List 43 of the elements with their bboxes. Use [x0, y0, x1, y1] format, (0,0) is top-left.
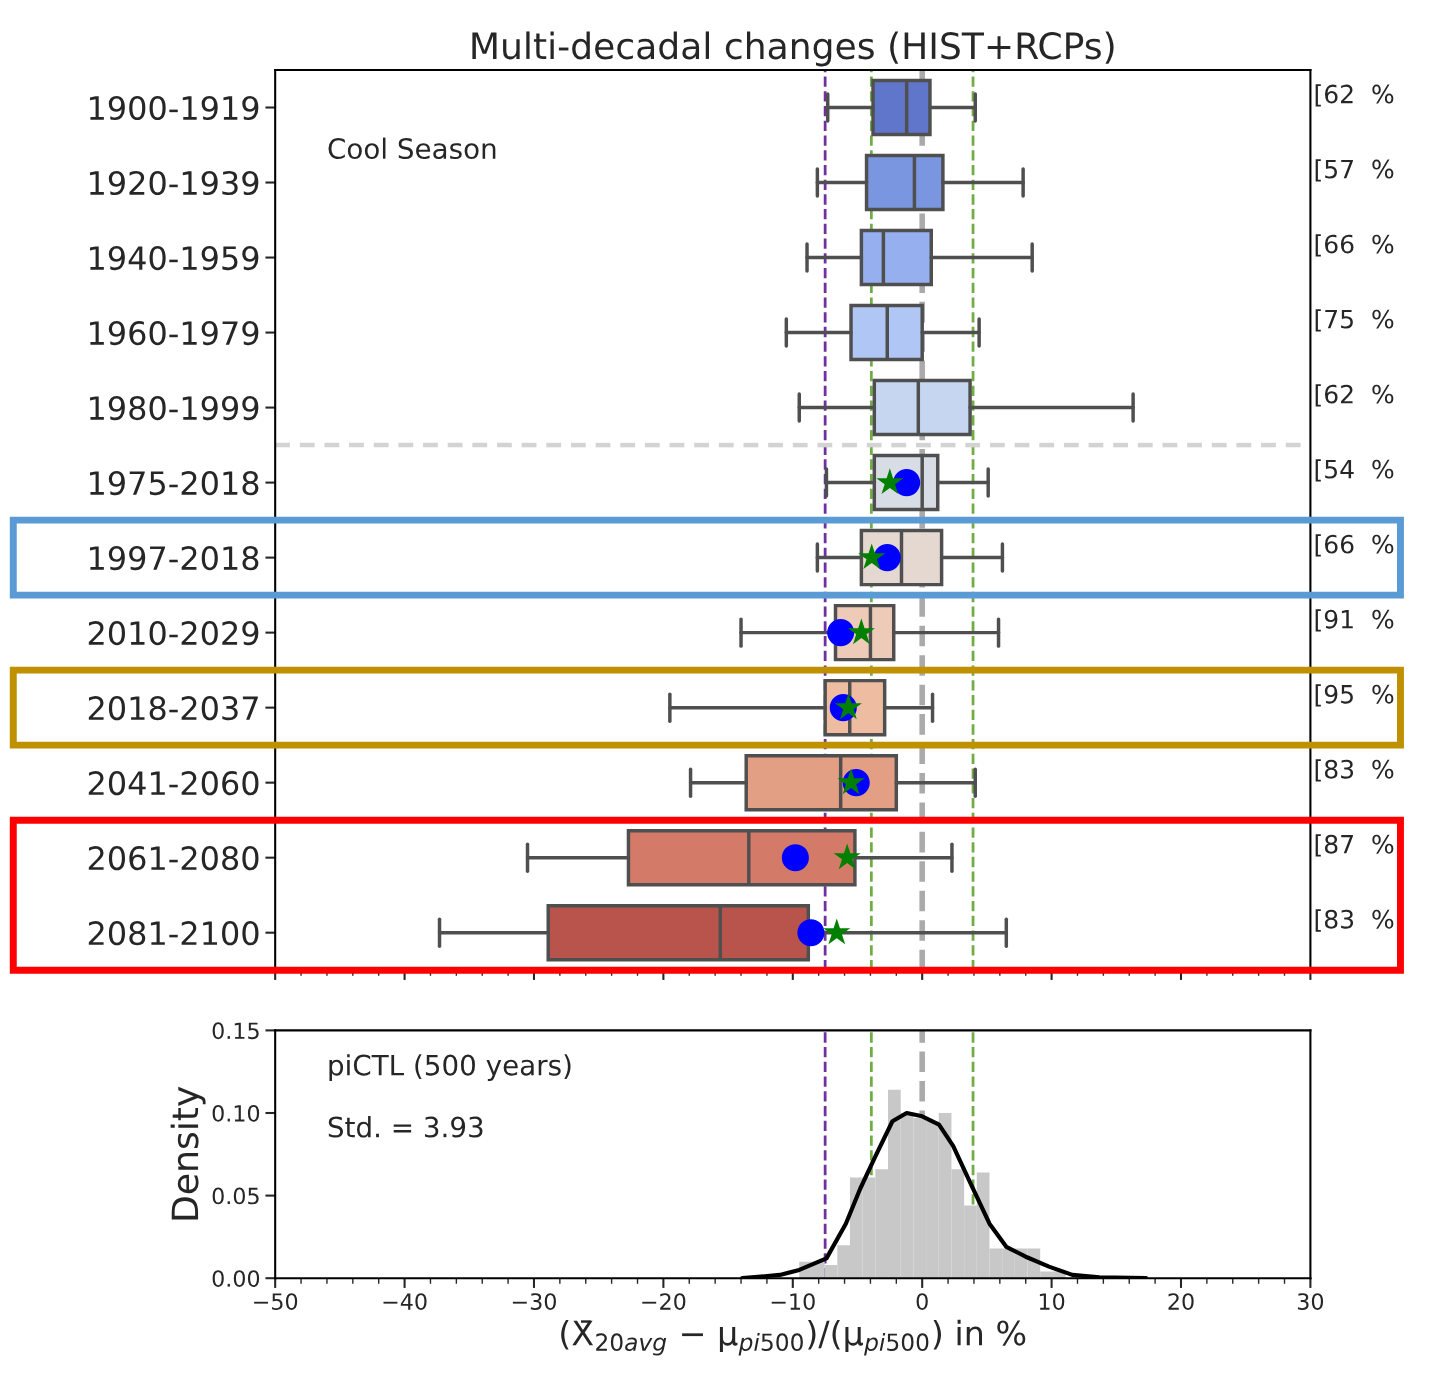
text: [83 %: [1315, 759, 1394, 782]
y-tick-label: 0.05: [212, 1187, 259, 1205]
y-tick-label: 0.00: [212, 1270, 260, 1287]
y-tick-label: 2010-2029: [88, 621, 259, 646]
x-tick-label: 20: [1168, 1293, 1194, 1310]
x-tick-label: −50: [254, 1293, 298, 1310]
x-tick-label: −30: [512, 1293, 556, 1310]
annotation: Std. = 3.93: [328, 1116, 483, 1138]
text: [62 %: [1315, 384, 1394, 407]
text: [95 %: [1315, 684, 1394, 707]
y-tick-label: 1980-1999: [89, 396, 259, 421]
y-axis-title: Density: [170, 1086, 206, 1220]
annotation: Cool Season: [328, 137, 496, 160]
x-tick-label: 10: [1039, 1293, 1065, 1310]
y-tick-label: 1997-2018: [89, 546, 259, 571]
text: [66 %: [1315, 234, 1394, 257]
text: [75 %: [1315, 309, 1394, 332]
y-tick-label: 1940-1959: [89, 245, 259, 271]
x-tick-label: −10: [771, 1293, 815, 1310]
x-tick-label: −20: [642, 1293, 686, 1310]
x-tick-label: 30: [1297, 1293, 1324, 1310]
x-tick-label: −40: [383, 1293, 427, 1310]
x-axis-title: (X̄$_{20avg}$ − μ$_{pi500}$)/(μ$_{pi500}$) in %: [561, 1319, 1026, 1356]
text: [66 %: [1315, 534, 1394, 557]
x-tick-label: 0: [916, 1293, 928, 1310]
annotation: piCTL (500 years): [329, 1054, 571, 1082]
y-tick-label: 2081-2100: [88, 921, 259, 946]
y-tick-label: 0.15: [212, 1022, 259, 1040]
y-tick-label: 2018-2037: [88, 696, 258, 721]
y-tick-label: 2061-2080: [88, 846, 259, 871]
y-tick-label: 1975-2018: [89, 471, 259, 496]
text: [87 %: [1315, 834, 1394, 857]
text: [54 %: [1315, 459, 1394, 482]
text: [83 %: [1315, 909, 1394, 932]
y-tick-label: 1920-1939: [89, 170, 259, 196]
y-tick-label: 1960-1979: [89, 320, 259, 346]
y-tick-label: 2041-2060: [88, 771, 259, 796]
text: [91 %: [1315, 609, 1394, 632]
y-tick-label: 1900-1919: [89, 95, 259, 121]
y-tick-label: 0.10: [212, 1104, 260, 1122]
chart-title: Multi-decadal changes (HIST+RCPs): [472, 31, 1114, 67]
text: [62 %: [1315, 84, 1394, 107]
text: [57 %: [1315, 159, 1394, 182]
